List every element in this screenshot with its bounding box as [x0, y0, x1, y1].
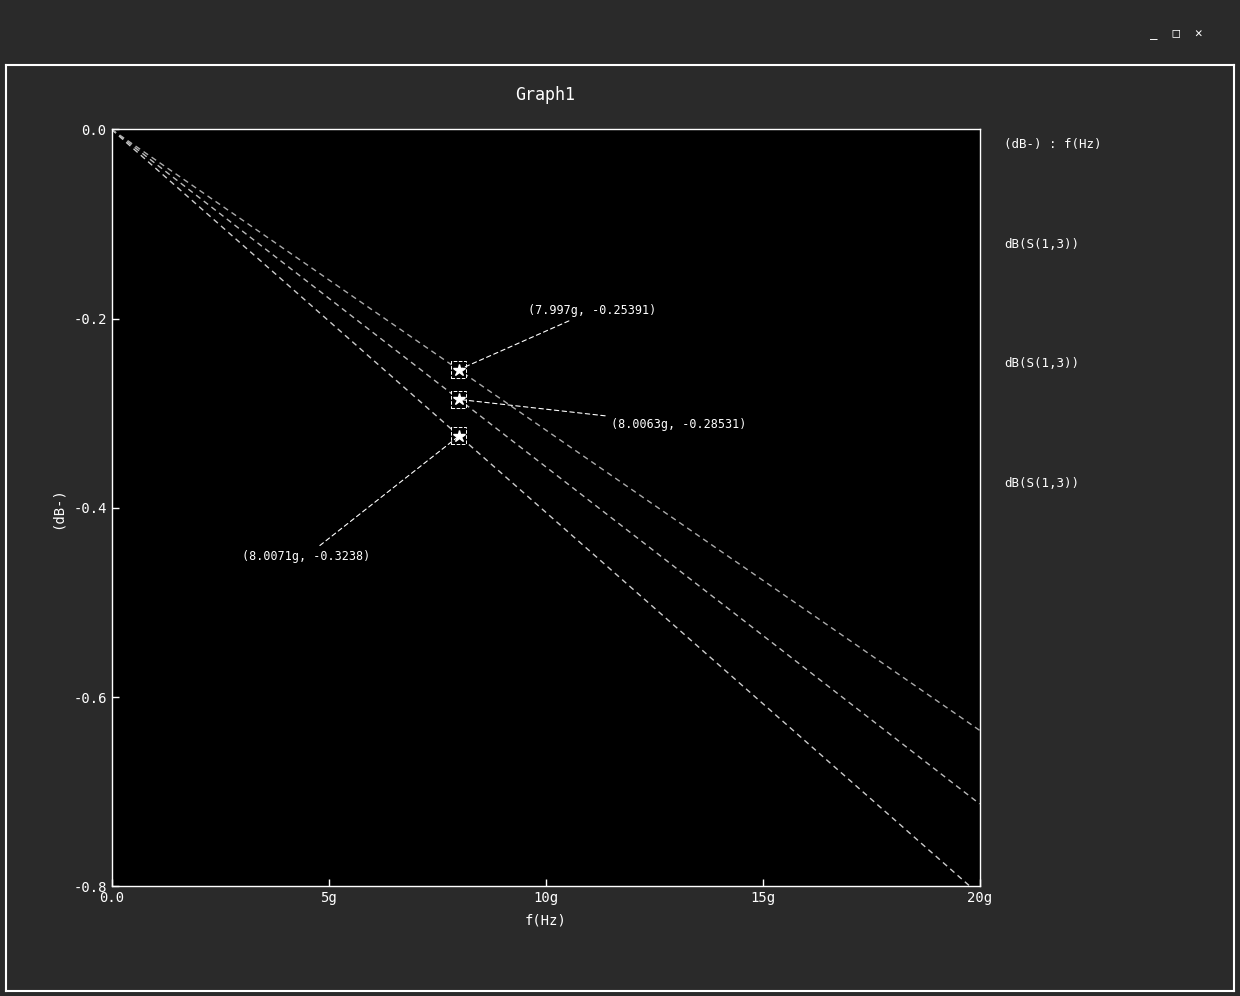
- Bar: [451, 427, 466, 444]
- Text: Graph1: Graph1: [516, 86, 575, 104]
- Text: (8.0063g, -0.28531): (8.0063g, -0.28531): [461, 399, 746, 430]
- Bar: [451, 362, 466, 378]
- X-axis label: f(Hz): f(Hz): [525, 913, 567, 927]
- Y-axis label: (dB-): (dB-): [51, 487, 64, 529]
- Text: _  □  ✕: _ □ ✕: [1151, 26, 1203, 39]
- Text: (7.997g, -0.25391): (7.997g, -0.25391): [461, 304, 656, 369]
- Text: (8.0071g, -0.3238): (8.0071g, -0.3238): [242, 437, 456, 563]
- Text: (dB-) : f(Hz): (dB-) : f(Hz): [1004, 137, 1102, 151]
- Bar: [451, 390, 466, 408]
- Text: dB(S(1,3)): dB(S(1,3)): [1004, 476, 1079, 490]
- Text: dB(S(1,3)): dB(S(1,3)): [1004, 237, 1079, 251]
- Text: dB(S(1,3)): dB(S(1,3)): [1004, 357, 1079, 371]
